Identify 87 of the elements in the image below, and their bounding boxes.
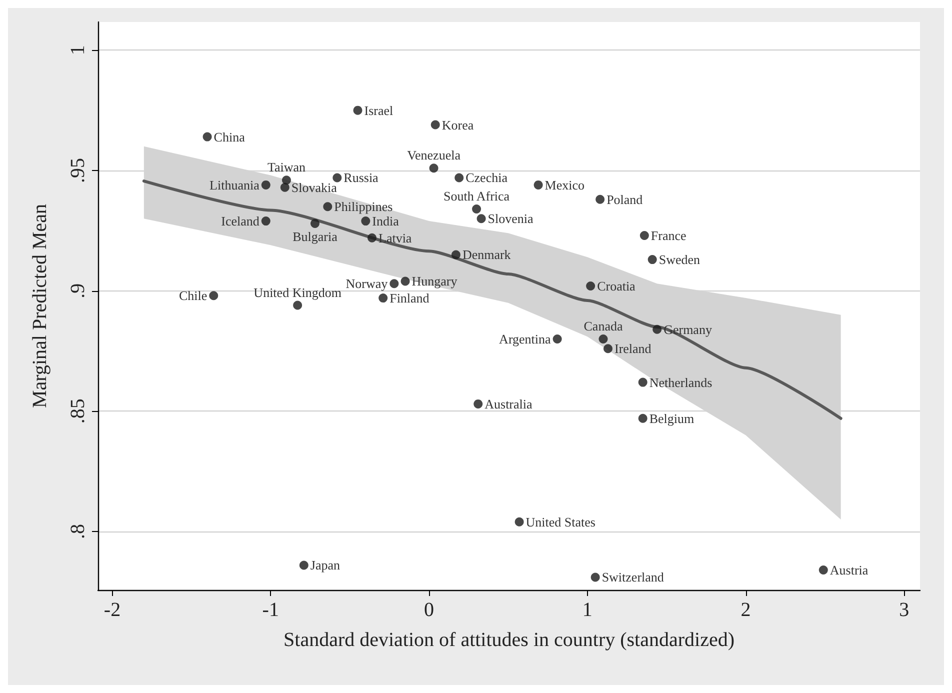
- point: [596, 194, 605, 204]
- annotation: Taiwan: [267, 160, 306, 175]
- point: [534, 180, 543, 190]
- point: [361, 216, 370, 226]
- annotation: Canada: [584, 318, 623, 334]
- annotation: Denmark: [462, 247, 512, 262]
- point: [261, 180, 270, 190]
- point: [280, 182, 290, 192]
- annotation: Slovakia: [291, 180, 338, 195]
- annotation: Lithuania: [210, 177, 260, 192]
- point: [552, 334, 562, 344]
- point: [430, 120, 440, 130]
- annotation: Korea: [442, 117, 474, 132]
- point: [652, 324, 662, 334]
- annotation: China: [214, 129, 246, 144]
- annotation: Slovenia: [488, 211, 534, 226]
- point: [261, 216, 270, 226]
- annotation: Japan: [310, 558, 340, 573]
- annotation: United States: [526, 514, 596, 530]
- annotation: France: [650, 228, 687, 243]
- point: [472, 204, 482, 214]
- annotation: Switzerland: [602, 570, 664, 585]
- point: [202, 132, 212, 142]
- point: [474, 399, 483, 408]
- x-tick-label: 2: [740, 599, 751, 621]
- annotation: Philippines: [334, 199, 393, 214]
- x-tick-label: -2: [104, 599, 121, 621]
- point: [451, 250, 460, 260]
- annotation: Finland: [390, 290, 430, 306]
- point: [390, 279, 399, 288]
- point: [818, 566, 828, 575]
- point: [454, 173, 464, 182]
- annotation: Russia: [344, 170, 379, 186]
- x-tick-label: 0: [424, 599, 434, 621]
- y-tick-label: .9: [67, 283, 89, 298]
- point: [323, 202, 332, 212]
- point: [332, 173, 342, 182]
- point: [429, 164, 438, 173]
- annotation: Netherlands: [649, 374, 712, 390]
- point: [638, 378, 648, 387]
- annotation: Australia: [484, 396, 532, 412]
- annotation: Mexico: [544, 177, 585, 192]
- annotation: Croatia: [597, 278, 636, 294]
- y-tick-label: 1: [67, 45, 89, 56]
- annotation: Belgium: [649, 410, 694, 426]
- annotation: Venezuela: [407, 148, 461, 163]
- annotation: United Kingdom: [254, 284, 342, 300]
- annotation: Iceland: [221, 214, 260, 229]
- point: [514, 517, 524, 526]
- point: [604, 344, 612, 354]
- point: [299, 560, 308, 570]
- point: [648, 255, 657, 264]
- point: [476, 214, 486, 224]
- annotation: Israel: [364, 102, 394, 118]
- point: [293, 300, 302, 310]
- annotation: India: [372, 214, 400, 229]
- annotation: Argentina: [499, 331, 552, 346]
- point: [353, 106, 362, 115]
- annotation: Norway: [346, 276, 388, 292]
- x-tick-label: 1: [582, 599, 592, 621]
- annotation: Czechia: [466, 170, 508, 186]
- annotation: South Africa: [443, 188, 510, 204]
- point: [640, 230, 649, 240]
- annotation: Bulgaria: [292, 228, 338, 244]
- y-tick-label: .85: [67, 398, 89, 424]
- x-tick-label: 3: [899, 599, 910, 621]
- point: [586, 282, 596, 291]
- x-axis-title: Standard deviation of attitudes in country (standardized): [284, 629, 734, 651]
- point: [282, 176, 291, 185]
- annotation: Chile: [178, 288, 208, 304]
- point: [590, 572, 600, 582]
- point: [598, 334, 608, 344]
- x-tick-label: -1: [262, 599, 279, 621]
- point: [378, 294, 388, 303]
- annotation: Hungary: [412, 274, 458, 289]
- point: [638, 414, 648, 423]
- y-axis-title: Marginal Predicted Mean: [29, 204, 51, 408]
- annotation: Poland: [606, 192, 644, 207]
- y-tick-label: .8: [67, 524, 89, 540]
- point: [310, 218, 320, 228]
- point: [368, 233, 376, 242]
- y-tick-label: .95: [67, 158, 89, 183]
- point: [400, 276, 410, 286]
- annotation: Sweden: [658, 252, 700, 268]
- annotation: Ireland: [614, 341, 652, 356]
- annotation: Austria: [830, 562, 868, 578]
- point: [209, 291, 218, 300]
